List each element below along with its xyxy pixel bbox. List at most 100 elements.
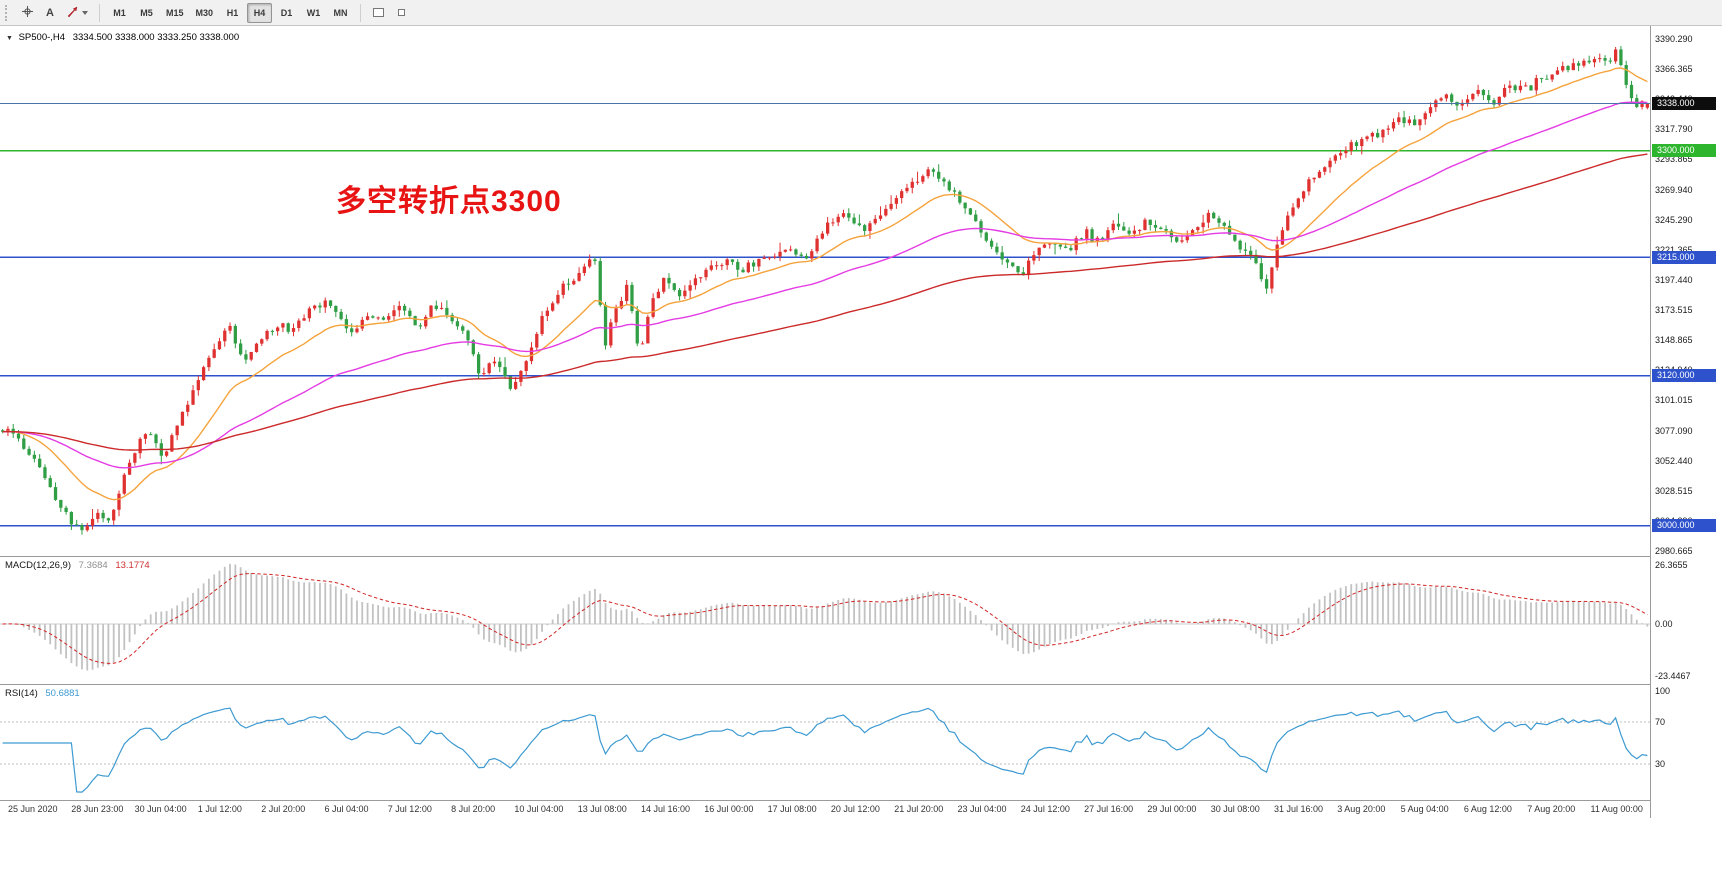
timeframe-button-m1[interactable]: M1 bbox=[113, 7, 126, 18]
time-axis-label: 7 Aug 20:00 bbox=[1527, 804, 1576, 814]
time-axis-label: 1 Jul 12:00 bbox=[197, 804, 242, 814]
crosshair-tool-button[interactable] bbox=[16, 3, 39, 23]
toolbar: A M1 M5 M15 M30 H1 H4 D1 W1 MN bbox=[0, 0, 1722, 26]
crosshair-icon bbox=[21, 5, 34, 20]
macd-axis-label: -23.4467 bbox=[1655, 671, 1691, 681]
indicator-box-icon bbox=[372, 8, 384, 17]
template-box-icon bbox=[397, 9, 405, 16]
macd-canvas[interactable] bbox=[0, 557, 1650, 684]
price-tag-3000.000: 3000.000 bbox=[1652, 519, 1716, 533]
time-axis-label: 14 Jul 16:00 bbox=[641, 804, 691, 814]
macd-title: MACD(12,26,9) bbox=[5, 560, 71, 571]
rsi-panel[interactable]: RSI(14) 50.6881 bbox=[0, 685, 1650, 800]
rsi-axis-label: 70 bbox=[1655, 717, 1666, 728]
macd-axis-label: 0.00 bbox=[1655, 618, 1673, 629]
symbol-period-label: SP500-,H4 bbox=[18, 32, 66, 43]
time-axis-label: 30 Jun 04:00 bbox=[134, 804, 187, 814]
time-axis-label: 8 Jul 20:00 bbox=[451, 804, 496, 814]
main-chart-panel[interactable]: ▼ SP500-,H4 3334.500 3338.000 3333.250 3… bbox=[0, 26, 1650, 556]
macd-signal-value: 13.1774 bbox=[115, 560, 150, 571]
chart-annotation-text: 多空转折点3300 bbox=[336, 185, 562, 218]
timeframe-button-w1[interactable]: W1 bbox=[306, 7, 321, 18]
rsi-canvas[interactable] bbox=[0, 685, 1650, 800]
time-axis-label: 6 Aug 12:00 bbox=[1463, 804, 1512, 814]
chart-title: ▼ SP500-,H4 3334.500 3338.000 3333.250 3… bbox=[6, 32, 239, 43]
arrows-tool-button[interactable] bbox=[61, 3, 93, 23]
price-axis-label: 2980.665 bbox=[1655, 546, 1693, 557]
price-axis-label: 3052.440 bbox=[1655, 455, 1693, 466]
price-tag-3215.000: 3215.000 bbox=[1652, 250, 1716, 264]
time-axis-label: 20 Jul 12:00 bbox=[830, 804, 880, 814]
rsi-label: RSI(14) 50.6881 bbox=[5, 688, 80, 699]
price-axis-label: 3390.290 bbox=[1655, 34, 1693, 44]
price-tag-3338.000: 3338.000 bbox=[1652, 96, 1716, 110]
price-axis-label: 3293.865 bbox=[1655, 154, 1693, 165]
chevron-down-icon bbox=[82, 10, 88, 15]
macd-label: MACD(12,26,9) 7.3684 13.1774 bbox=[5, 560, 150, 571]
time-axis-label: 13 Jul 08:00 bbox=[577, 804, 627, 814]
toolbar-separator bbox=[360, 3, 362, 22]
templates-button[interactable] bbox=[389, 3, 411, 23]
time-axis-label: 21 Jul 20:00 bbox=[894, 804, 944, 814]
time-axis-label: 11 Aug 00:00 bbox=[1590, 804, 1643, 814]
main-chart-canvas[interactable] bbox=[0, 26, 1650, 556]
panel-divider bbox=[0, 800, 1722, 801]
rsi-value: 50.6881 bbox=[45, 688, 80, 699]
time-axis-label: 5 Aug 04:00 bbox=[1400, 804, 1449, 814]
rsi-axis-label: 100 bbox=[1655, 686, 1671, 696]
time-axis-label: 23 Jul 04:00 bbox=[957, 804, 1007, 814]
price-axis-label: 3317.790 bbox=[1655, 124, 1693, 135]
price-axis-label: 3197.440 bbox=[1655, 274, 1693, 285]
macd-panel[interactable]: MACD(12,26,9) 7.3684 13.1774 bbox=[0, 557, 1650, 684]
time-axis-label: 10 Jul 04:00 bbox=[514, 804, 564, 814]
price-axis-label: 3148.865 bbox=[1655, 335, 1693, 346]
time-axis-label: 16 Jul 00:00 bbox=[704, 804, 754, 814]
price-axis[interactable]: 3390.2903366.3653342.4403317.7903293.865… bbox=[1650, 26, 1722, 818]
symbol-dropdown-icon[interactable]: ▼ bbox=[6, 35, 13, 42]
price-axis-label: 3245.290 bbox=[1655, 214, 1693, 225]
panel-divider[interactable] bbox=[0, 556, 1722, 557]
price-axis-label: 3366.365 bbox=[1655, 64, 1693, 75]
price-axis-label: 3101.015 bbox=[1655, 395, 1693, 406]
time-axis-label: 6 Jul 04:00 bbox=[324, 804, 369, 814]
timeframe-button-h1[interactable]: H1 bbox=[226, 7, 239, 18]
time-axis[interactable]: 25 Jun 2020 28 Jun 23:00 30 Jun 04:00 1 Jul… bbox=[0, 801, 1650, 818]
time-axis-label: 25 Jun 2020 bbox=[8, 804, 58, 814]
timeframe-button-d1[interactable]: D1 bbox=[280, 7, 293, 18]
timeframe-button-m5[interactable]: M5 bbox=[140, 7, 153, 18]
time-axis-label: 2 Jul 20:00 bbox=[261, 804, 306, 814]
panel-divider[interactable] bbox=[0, 684, 1722, 685]
price-axis-label: 3028.515 bbox=[1655, 485, 1693, 496]
time-axis-label: 28 Jun 23:00 bbox=[71, 804, 124, 814]
toolbar-grip[interactable] bbox=[5, 4, 10, 21]
rsi-title: RSI(14) bbox=[5, 688, 38, 699]
time-axis-label: 27 Jul 16:00 bbox=[1084, 804, 1134, 814]
macd-axis-label: 26.3655 bbox=[1655, 560, 1688, 570]
timeframe-button-m30[interactable]: M30 bbox=[195, 7, 214, 18]
timeframe-button-mn[interactable]: MN bbox=[333, 7, 348, 18]
time-axis-label: 7 Jul 12:00 bbox=[387, 804, 432, 814]
macd-main-value: 7.3684 bbox=[78, 560, 108, 571]
text-tool-button[interactable]: A bbox=[39, 3, 61, 23]
time-axis-label: 3 Aug 20:00 bbox=[1337, 804, 1386, 814]
price-tag-3300.000: 3300.000 bbox=[1652, 144, 1716, 158]
price-axis-label: 3269.940 bbox=[1655, 184, 1693, 195]
price-axis-label: 3173.515 bbox=[1655, 305, 1693, 316]
time-axis-label: 17 Jul 08:00 bbox=[767, 804, 817, 814]
timeframe-button-m15[interactable]: M15 bbox=[166, 7, 184, 18]
toolbar-separator bbox=[99, 3, 100, 22]
price-axis-label: 3077.090 bbox=[1655, 425, 1693, 436]
rsi-axis-label: 30 bbox=[1655, 758, 1666, 769]
ohlc-readout: 3334.500 3338.000 3333.250 3338.000 bbox=[72, 32, 240, 43]
time-axis-label: 31 Jul 16:00 bbox=[1274, 804, 1324, 814]
text-tool-icon: A bbox=[46, 6, 54, 19]
time-axis-label: 30 Jul 08:00 bbox=[1210, 804, 1260, 814]
price-axis-label: 3221.365 bbox=[1655, 245, 1693, 255]
time-axis-label: 29 Jul 00:00 bbox=[1147, 804, 1197, 814]
arrow-shape-icon bbox=[66, 6, 79, 20]
indicators-button[interactable] bbox=[367, 3, 389, 23]
timeframe-group: M1 M5 M15 M30 H1 H4 D1 W1 MN bbox=[106, 2, 354, 23]
timeframe-button-h4[interactable]: H4 bbox=[247, 2, 273, 23]
time-axis-label: 24 Jul 12:00 bbox=[1020, 804, 1070, 814]
